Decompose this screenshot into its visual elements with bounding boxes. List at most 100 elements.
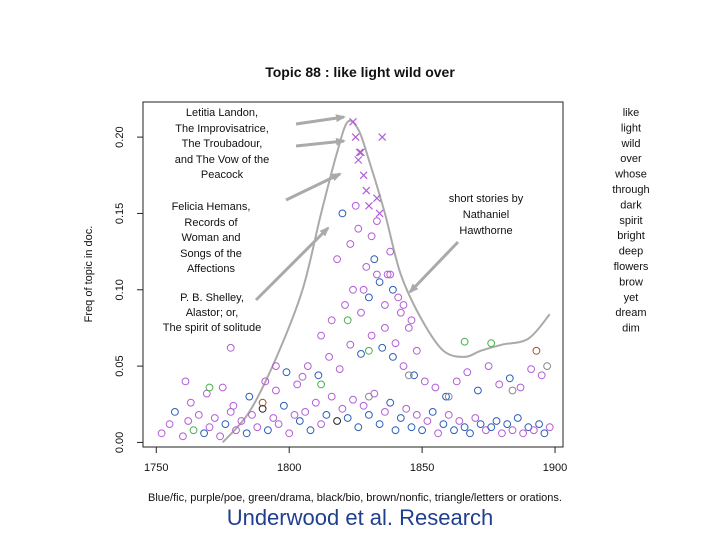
point-fic bbox=[221, 420, 230, 429]
point-poe bbox=[484, 362, 493, 371]
point-drama bbox=[189, 426, 198, 435]
point-poe bbox=[285, 429, 294, 438]
doc-points bbox=[157, 201, 554, 441]
point-fic bbox=[314, 371, 323, 380]
topic-word: through bbox=[612, 184, 649, 196]
point-fic bbox=[442, 392, 450, 401]
annotation-line: and The Vow of the bbox=[175, 154, 270, 166]
annotation-hawthorne: short stories by Nathaniel Hawthorne bbox=[449, 193, 524, 237]
point-fic bbox=[171, 408, 179, 416]
point-fic bbox=[357, 350, 365, 358]
point-letters bbox=[378, 133, 387, 142]
annotation-line: Records of bbox=[184, 217, 238, 229]
topic-word: like bbox=[623, 107, 640, 119]
point-fic bbox=[487, 423, 496, 432]
y-tick-label: 0.00 bbox=[114, 432, 126, 453]
point-poe bbox=[357, 308, 365, 317]
point-fic bbox=[410, 371, 419, 380]
point-letters bbox=[362, 186, 371, 195]
chart-title: Topic 88 : like light wild over bbox=[265, 64, 455, 80]
point-poe bbox=[248, 411, 256, 419]
point-poe bbox=[210, 414, 219, 422]
point-fic bbox=[428, 408, 437, 416]
point-letters bbox=[365, 201, 373, 210]
point-poe bbox=[298, 372, 307, 381]
point-poe bbox=[463, 368, 472, 377]
point-fic bbox=[389, 285, 397, 294]
point-poe bbox=[373, 217, 381, 226]
point-poe bbox=[362, 263, 371, 271]
topic-word: deep bbox=[619, 246, 643, 258]
annotation-line: Peacock bbox=[201, 169, 244, 181]
annotation-line: The Troubadour, bbox=[182, 138, 263, 150]
point-letters bbox=[349, 117, 357, 126]
point-poe bbox=[272, 362, 280, 371]
point-fic bbox=[460, 423, 469, 432]
point-fic bbox=[386, 398, 395, 407]
point-poe bbox=[367, 331, 376, 340]
point-poe bbox=[516, 383, 525, 392]
point-poe bbox=[508, 426, 517, 435]
topic-word: dim bbox=[622, 323, 640, 335]
annotation-line: Nathaniel bbox=[463, 209, 509, 221]
point-fic bbox=[322, 411, 331, 419]
topic-word: bright bbox=[617, 230, 645, 242]
point-poe bbox=[399, 362, 408, 371]
point-poe bbox=[333, 255, 342, 264]
point-poe bbox=[349, 395, 357, 404]
point-poe bbox=[216, 432, 225, 441]
point-poe bbox=[346, 240, 355, 248]
point-fic bbox=[450, 426, 458, 435]
point-fic bbox=[418, 426, 427, 435]
topic-word: brow bbox=[619, 276, 643, 288]
point-poe bbox=[205, 423, 214, 432]
point-poe bbox=[396, 308, 405, 317]
point-fic bbox=[503, 420, 512, 429]
arrow-landon-1 bbox=[295, 114, 346, 126]
point-poe bbox=[272, 386, 280, 395]
annotation-line: Affections bbox=[187, 263, 236, 275]
point-fic bbox=[391, 426, 400, 435]
point-poe bbox=[179, 432, 187, 441]
point-poe bbox=[317, 420, 326, 429]
point-letters bbox=[351, 133, 360, 142]
point-poe bbox=[386, 247, 395, 256]
point-poe bbox=[412, 411, 421, 419]
point-bio bbox=[258, 404, 267, 413]
point-poe bbox=[218, 383, 227, 392]
point-poe bbox=[394, 293, 403, 302]
annotation-line: Letitia Landon, bbox=[186, 107, 258, 119]
point-fic bbox=[375, 278, 384, 287]
annotation-shelley: P. B. Shelley, Alastor; or, The spirit o… bbox=[163, 292, 261, 334]
point-poe bbox=[226, 343, 235, 352]
y-axis: 0.00 0.05 0.10 0.15 0.20 bbox=[114, 126, 143, 453]
point-letters bbox=[357, 148, 365, 157]
point-fic bbox=[389, 353, 397, 361]
point-poe bbox=[391, 339, 400, 348]
point-poe bbox=[444, 411, 453, 419]
point-poe bbox=[519, 429, 527, 438]
y-tick-label: 0.15 bbox=[114, 203, 126, 224]
annotation-hemans: Felicia Hemans, Records of Woman and Son… bbox=[172, 201, 251, 275]
point-poe bbox=[165, 420, 174, 429]
point-fic bbox=[535, 420, 543, 429]
point-poe bbox=[412, 346, 421, 355]
point-poe bbox=[261, 377, 270, 386]
point-poe bbox=[383, 270, 392, 279]
point-poe bbox=[274, 420, 283, 429]
x-tick-label: 1750 bbox=[144, 462, 168, 474]
footer-credit: Underwood et al. Research bbox=[226, 505, 494, 530]
point-poe bbox=[529, 426, 538, 435]
point-poe bbox=[317, 331, 326, 340]
point-poe bbox=[232, 426, 240, 435]
arrow-landon-2 bbox=[295, 137, 346, 148]
point-poe bbox=[402, 404, 411, 413]
plot-area bbox=[142, 101, 564, 448]
point-poe bbox=[404, 324, 413, 332]
point-drama bbox=[487, 339, 496, 348]
point-fic bbox=[365, 293, 373, 302]
annotation-line: The spirit of solitude bbox=[163, 322, 261, 334]
point-poe bbox=[423, 417, 432, 425]
point-poe bbox=[327, 316, 336, 325]
point-fic bbox=[513, 414, 522, 422]
